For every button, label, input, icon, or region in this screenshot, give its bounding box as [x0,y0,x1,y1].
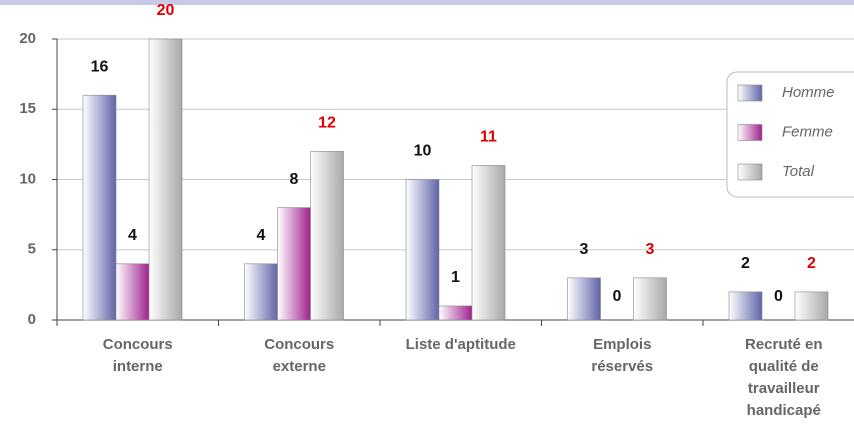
bar [471,165,506,321]
value-label: 20 [157,2,175,19]
y-tick-label: 15 [19,100,36,117]
bar [405,179,440,321]
y-tick-label: 5 [28,241,36,258]
bar [244,263,278,321]
x-tick-label: Recruté en qualité de travailleur handic… [744,336,823,419]
x-tick-label: Emplois réservés [591,336,654,375]
x-tick-label-box: Emplois réservés [591,336,654,375]
y-tick-label: 0 [28,311,36,328]
value-label: 11 [480,129,497,146]
value-label: 4 [128,227,137,244]
value-label: 8 [290,171,299,188]
value-label: 2 [807,255,816,272]
legend-label: Total [782,163,815,180]
bar [310,151,344,321]
x-tick-label-box: Recruté en qualité de travailleur handic… [744,336,823,419]
value-label: 0 [774,288,783,305]
x-tick-label: Liste d'aptitude [405,336,516,353]
value-label: 1 [451,269,460,286]
value-label: 4 [257,227,266,244]
bar [277,207,311,321]
legend-swatch [737,84,763,102]
value-label: 2 [741,255,750,272]
y-tick-label: 10 [19,170,36,187]
bar [438,305,473,321]
value-label: 0 [613,288,622,305]
x-tick-label-box: Concours externe [264,336,335,375]
value-label: 16 [91,58,109,75]
bar [115,263,150,321]
value-label: 12 [318,115,336,132]
top-band [0,0,854,5]
legend-swatch [737,163,763,181]
y-tick-label: 20 [19,30,36,47]
bar [82,94,117,321]
bar [794,291,829,321]
bar [728,291,763,321]
bar [633,277,667,321]
value-label: 10 [414,143,432,160]
value-label: 3 [646,241,655,258]
legend-swatch [737,124,763,141]
x-tick-label-box: Concours interne [102,336,173,375]
x-tick-label: Concours externe [264,336,335,375]
value-label: 3 [580,241,589,258]
x-tick-label-box: Liste d'aptitude [405,336,516,353]
bar [567,277,601,321]
bar [148,38,183,321]
legend-label: Homme [782,84,835,101]
legend-label: Femme [782,123,833,140]
x-tick-label: Concours interne [102,336,173,375]
